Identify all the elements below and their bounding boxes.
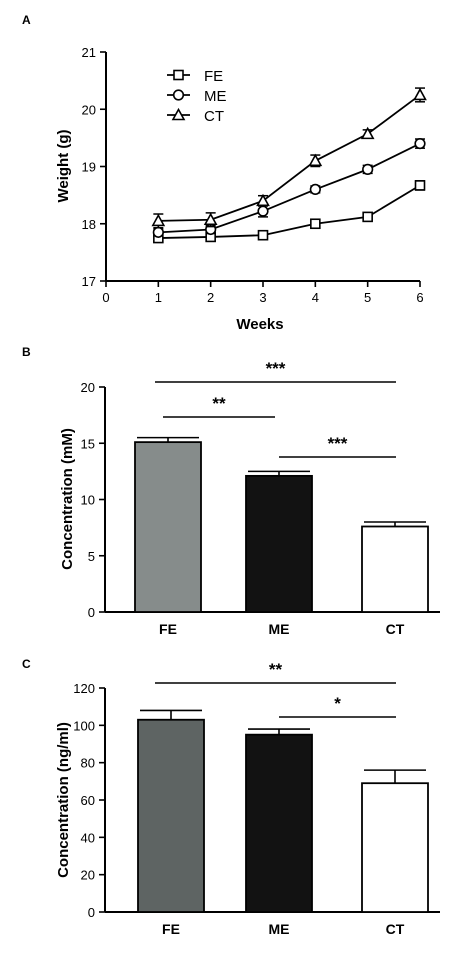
data-point-me xyxy=(362,163,374,175)
data-point-fe xyxy=(414,180,426,191)
bar-me xyxy=(245,733,313,913)
significance-label: ** xyxy=(269,660,283,679)
series-line-ct xyxy=(158,94,421,222)
bar-fe xyxy=(137,718,205,913)
data-point-ct xyxy=(360,126,375,140)
category-label-me: ME xyxy=(269,621,290,637)
y-tick-label-c: 100 xyxy=(73,718,95,733)
x-tick-label-a: 1 xyxy=(155,290,162,305)
x-tick-label-a: 6 xyxy=(416,290,423,305)
bar-fe xyxy=(134,441,202,613)
legend-marker-ct xyxy=(171,107,186,121)
y-tick-label-a: 17 xyxy=(82,274,96,289)
y-tick-label-a: 19 xyxy=(82,160,96,175)
data-point-fe xyxy=(310,218,321,230)
data-point-me xyxy=(152,226,164,238)
panel-letter-c: C xyxy=(22,657,31,671)
x-axis-title-a: Weeks xyxy=(236,316,283,333)
panel-letter-a: A xyxy=(22,13,31,27)
y-tick-label-c: 60 xyxy=(81,793,95,808)
category-label-fe: FE xyxy=(162,921,180,937)
legend-label-ct: CT xyxy=(204,108,224,125)
data-point-fe xyxy=(362,211,373,223)
x-tick-label-a: 2 xyxy=(207,290,214,305)
series-line-me xyxy=(158,142,421,234)
legend-label-me: ME xyxy=(204,88,227,105)
series-line-fe xyxy=(158,184,421,239)
y-tick-label-c: 80 xyxy=(81,756,95,771)
y-tick-label-c: 0 xyxy=(88,905,95,920)
significance-label: *** xyxy=(266,359,286,378)
category-label-ct: CT xyxy=(386,921,405,937)
category-label-fe: FE xyxy=(159,621,177,637)
legend-marker-fe xyxy=(173,69,184,81)
y-tick-label-a: 20 xyxy=(82,102,96,117)
legend-marker-me xyxy=(172,89,185,101)
data-point-fe xyxy=(257,229,269,241)
x-tick-label-a: 5 xyxy=(364,290,371,305)
y-tick-label-c: 120 xyxy=(73,681,95,696)
y-tick-label-b: 15 xyxy=(81,436,95,451)
panel-letter-b: B xyxy=(22,345,31,359)
data-point-ct xyxy=(256,193,270,207)
line-chart-weight: 17 18 19 20 21 0 1 2 3 4 5 6 FE ME CT xyxy=(82,45,427,305)
data-point-me xyxy=(257,205,269,217)
category-label-me: ME xyxy=(269,921,290,937)
category-label-ct: CT xyxy=(386,621,405,637)
x-tick-label-a: 4 xyxy=(312,290,319,305)
legend-label-fe: FE xyxy=(204,68,223,85)
y-tick-label-b: 5 xyxy=(88,549,95,564)
y-tick-label-b: 0 xyxy=(88,605,95,620)
data-point-ct xyxy=(308,153,323,167)
data-point-ct xyxy=(151,213,166,227)
y-tick-label-b: 10 xyxy=(81,493,95,508)
y-axis-title-b: Concentration (mM) xyxy=(59,428,76,570)
y-tick-label-b: 20 xyxy=(81,380,95,395)
bar-me xyxy=(245,474,313,613)
significance-label: * xyxy=(334,694,341,713)
data-point-ct xyxy=(203,212,218,226)
x-tick-label-a: 3 xyxy=(259,290,266,305)
y-tick-label-a: 18 xyxy=(82,217,96,232)
bar-ct xyxy=(361,525,429,613)
significance-label: *** xyxy=(328,434,348,453)
significance-label: ** xyxy=(212,394,226,413)
x-tick-label-a: 0 xyxy=(102,290,109,305)
y-axis-title-a: Weight (g) xyxy=(55,129,72,202)
y-tick-label-c: 20 xyxy=(81,868,95,883)
bar-ct xyxy=(361,782,429,913)
data-point-ct xyxy=(413,87,427,101)
data-point-me xyxy=(309,183,321,195)
y-tick-label-c: 40 xyxy=(81,830,95,845)
y-tick-label-a: 21 xyxy=(82,45,96,60)
y-axis-title-c: Concentration (ng/ml) xyxy=(55,722,72,878)
data-point-me xyxy=(414,138,426,150)
